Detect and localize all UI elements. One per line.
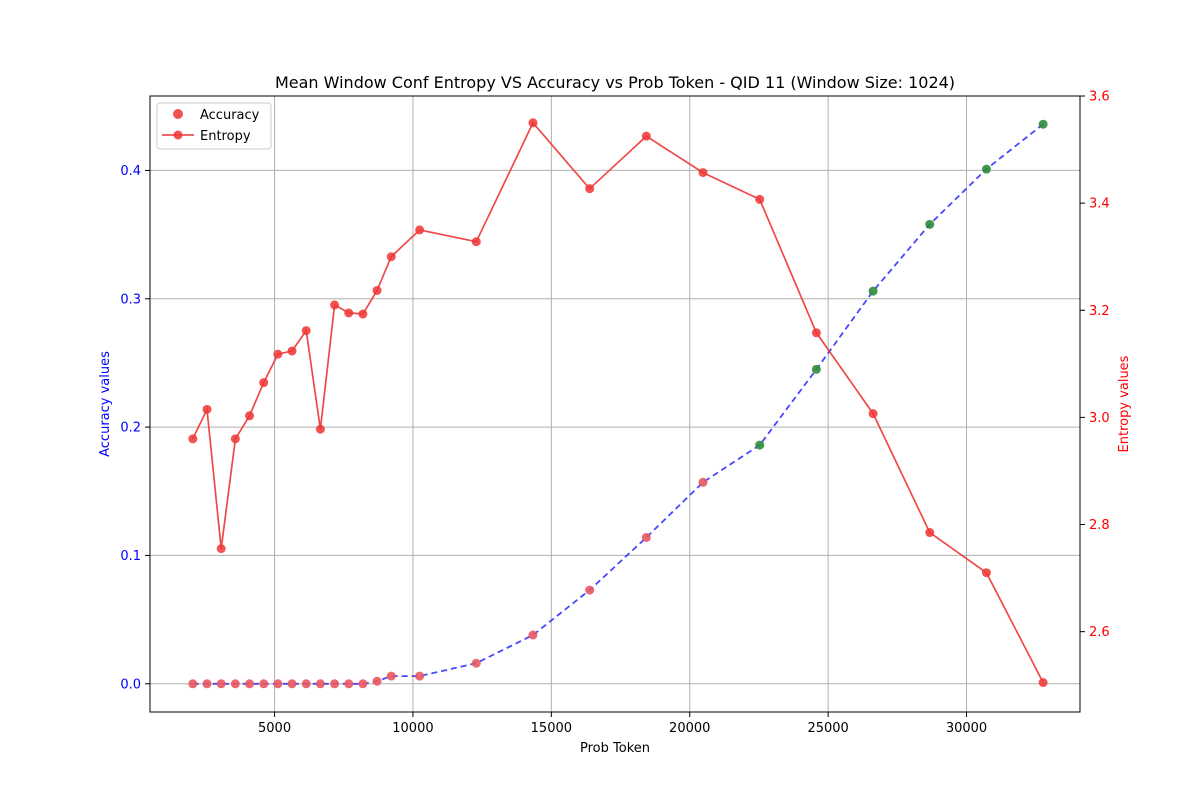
- accuracy-point: [287, 679, 297, 689]
- left-tick-label: 0.2: [120, 421, 141, 436]
- entropy-point: [230, 434, 240, 444]
- x-tick-label: 20000: [669, 721, 710, 736]
- accuracy-point: [273, 679, 283, 689]
- entropy-point: [372, 285, 382, 295]
- accuracy-point: [811, 364, 821, 374]
- legend-accuracy-marker: [173, 109, 183, 119]
- accuracy-point: [415, 671, 425, 681]
- accuracy-point: [868, 286, 878, 296]
- accuracy-point: [259, 679, 269, 689]
- accuracy-point: [641, 532, 651, 542]
- accuracy-point: [202, 679, 212, 689]
- entropy-point: [698, 168, 708, 178]
- chart-title: Mean Window Conf Entropy VS Accuracy vs …: [275, 73, 955, 92]
- entropy-point: [585, 184, 595, 194]
- right-tick-label: 2.8: [1089, 518, 1110, 533]
- accuracy-point: [471, 658, 481, 668]
- legend-entropy-label: Entropy: [200, 129, 251, 144]
- accuracy-point: [230, 679, 240, 689]
- accuracy-point: [245, 679, 255, 689]
- entropy-point: [202, 404, 212, 414]
- entropy-point: [925, 528, 935, 538]
- accuracy-point: [301, 679, 311, 689]
- right-axis-label: Entropy values: [1117, 355, 1132, 452]
- entropy-point: [315, 424, 325, 434]
- entropy-point: [1038, 678, 1048, 688]
- accuracy-point: [188, 679, 198, 689]
- accuracy-point: [981, 164, 991, 174]
- entropy-point: [344, 308, 354, 318]
- entropy-point: [755, 194, 765, 204]
- legend-entropy-marker: [173, 130, 183, 140]
- left-tick-label: 0.0: [120, 677, 141, 692]
- entropy-point: [259, 378, 269, 388]
- entropy-point: [358, 309, 368, 319]
- accuracy-points-layer: [188, 119, 1048, 689]
- left-tick-label: 0.4: [120, 164, 141, 179]
- entropy-point: [811, 328, 821, 338]
- x-tick-label: 30000: [946, 721, 987, 736]
- accuracy-point: [330, 679, 340, 689]
- accuracy-point: [344, 679, 354, 689]
- accuracy-point: [755, 440, 765, 450]
- legend-box: [156, 102, 272, 150]
- entropy-points-layer: [188, 118, 1048, 688]
- entropy-point: [981, 568, 991, 578]
- entropy-point: [641, 131, 651, 141]
- legend: Accuracy Entropy: [156, 102, 272, 150]
- entropy-point: [188, 434, 198, 444]
- right-tick-label: 3.4: [1089, 197, 1110, 212]
- x-tick-label: 15000: [531, 721, 572, 736]
- entropy-point: [245, 411, 255, 421]
- right-tick-label: 3.2: [1089, 304, 1110, 319]
- entropy-point: [287, 346, 297, 356]
- entropy-point: [471, 237, 481, 247]
- accuracy-point: [386, 671, 396, 681]
- x-tick-label: 10000: [392, 721, 433, 736]
- x-axis-ticks: 5000 10000 15000 20000 25000 30000: [258, 712, 987, 736]
- plot-frame: [149, 95, 1081, 713]
- grid: [150, 96, 1080, 712]
- x-axis-label: Prob Token: [580, 741, 650, 756]
- entropy-point: [330, 300, 340, 310]
- plot-area: [150, 96, 1080, 712]
- left-tick-label: 0.3: [120, 292, 141, 307]
- accuracy-point: [925, 219, 935, 229]
- x-tick-label: 5000: [258, 721, 291, 736]
- entropy-point: [301, 326, 311, 336]
- accuracy-point: [1038, 119, 1048, 129]
- right-axis-ticks: 2.6 2.8 3.0 3.2 3.4 3.6: [1080, 90, 1110, 640]
- accuracy-point: [585, 585, 595, 595]
- left-axis-label: Accuracy values: [98, 351, 113, 457]
- accuracy-point: [528, 630, 538, 640]
- left-tick-label: 0.1: [120, 549, 141, 564]
- accuracy-point: [698, 477, 708, 487]
- legend-accuracy-label: Accuracy: [200, 108, 260, 123]
- entropy-point: [868, 409, 878, 419]
- entropy-point: [386, 252, 396, 262]
- entropy-point: [273, 349, 283, 359]
- right-tick-label: 3.6: [1089, 90, 1110, 105]
- right-tick-label: 2.6: [1089, 625, 1110, 640]
- x-tick-label: 25000: [807, 721, 848, 736]
- entropy-point: [216, 544, 226, 554]
- left-axis-ticks: 0.0 0.1 0.2 0.3 0.4: [120, 164, 150, 692]
- entropy-point: [415, 225, 425, 235]
- entropy-point: [528, 118, 538, 128]
- accuracy-point: [358, 679, 368, 689]
- accuracy-point: [372, 676, 382, 686]
- right-tick-label: 3.0: [1089, 411, 1110, 426]
- accuracy-point: [315, 679, 325, 689]
- accuracy-point: [216, 679, 226, 689]
